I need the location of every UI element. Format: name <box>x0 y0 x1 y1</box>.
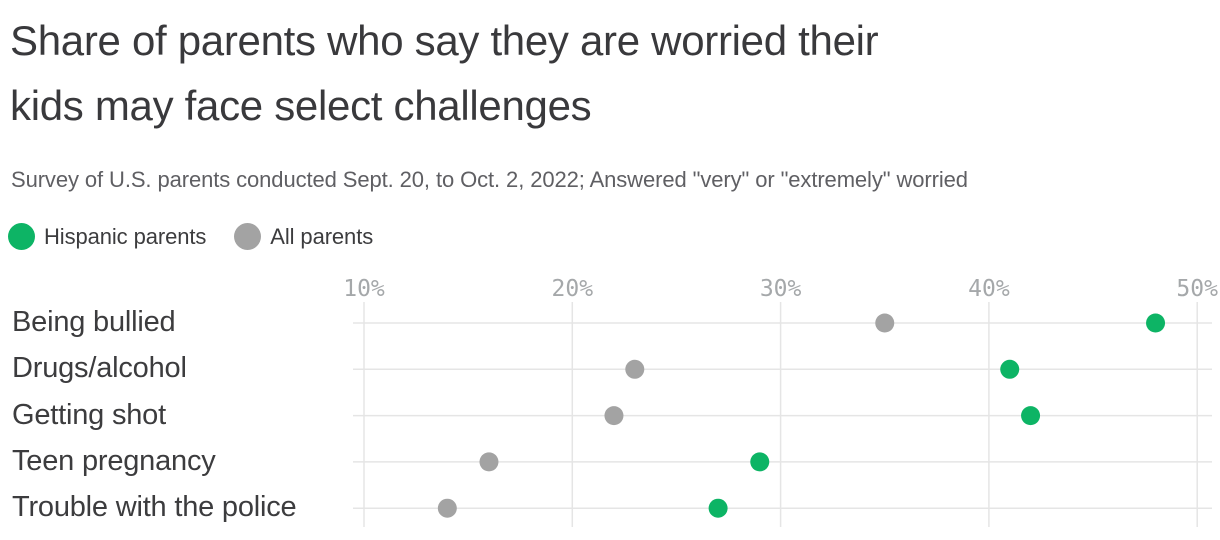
hispanic-parents-dot-icon <box>8 223 35 250</box>
category-label-trouble-with-the-police: Trouble with the police <box>12 491 297 524</box>
dot-hispanic-parents-teen-pregnancy <box>750 452 770 472</box>
legend-label-hispanic-parents: Hispanic parents <box>44 223 207 249</box>
chart-title: Share of parents who say they are worrie… <box>10 8 879 138</box>
category-label-drugs-alcohol: Drugs/alcohol <box>12 352 187 385</box>
x-tick-20: 20% <box>552 276 594 302</box>
dot-all-parents-teen-pregnancy <box>479 452 499 472</box>
x-tick-30: 30% <box>760 276 802 302</box>
legend: Hispanic parents All parents <box>8 223 373 250</box>
legend-item-hispanic-parents: Hispanic parents <box>8 223 206 250</box>
legend-item-all-parents: All parents <box>234 223 373 250</box>
chart-subtitle: Survey of U.S. parents conducted Sept. 2… <box>11 167 968 192</box>
x-tick-50: 50% <box>1176 276 1218 302</box>
dot-hispanic-parents-drugs-alcohol <box>1000 359 1020 379</box>
dot-all-parents-drugs-alcohol <box>625 359 645 379</box>
all-parents-dot-icon <box>234 223 262 250</box>
category-label-teen-pregnancy: Teen pregnancy <box>12 444 216 477</box>
title-line-1: Share of parents who say they are worrie… <box>10 17 879 64</box>
category-label-getting-shot: Getting shot <box>12 398 166 431</box>
dot-all-parents-getting-shot <box>604 406 624 426</box>
dot-hispanic-parents-trouble-with-the-police <box>708 498 728 518</box>
title-line-2: kids may face select challenges <box>10 82 592 129</box>
legend-label-all-parents: All parents <box>270 223 374 249</box>
dot-hispanic-parents-being-bullied <box>1146 313 1166 333</box>
dot-all-parents-trouble-with-the-police <box>437 498 457 518</box>
dot-hispanic-parents-getting-shot <box>1021 406 1041 426</box>
x-tick-40: 40% <box>968 276 1010 302</box>
dot-all-parents-being-bullied <box>875 313 895 333</box>
category-label-being-bullied: Being bullied <box>12 305 176 338</box>
x-tick-10: 10% <box>343 276 385 302</box>
